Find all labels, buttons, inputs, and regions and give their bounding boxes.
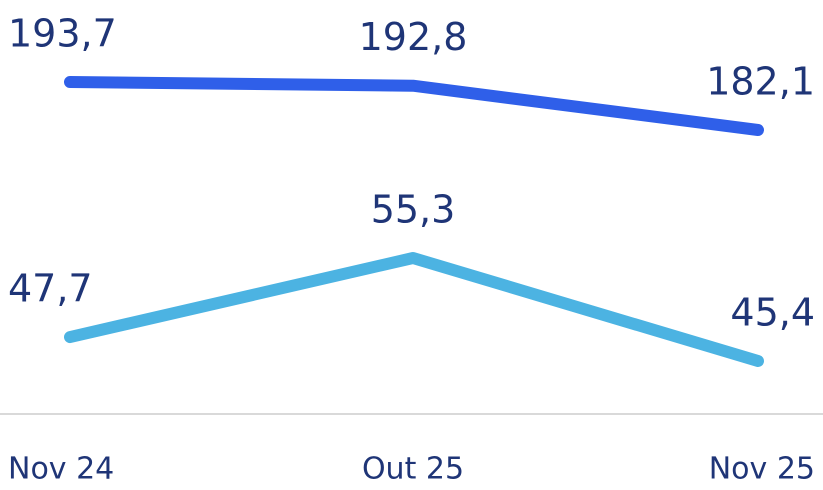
data-label: 45,4 <box>730 291 815 335</box>
x-tick-label: Nov 24 <box>8 452 114 487</box>
data-label: 55,3 <box>371 188 456 232</box>
line-series <box>64 252 764 367</box>
x-tick-label: Out 25 <box>362 452 464 487</box>
data-label: 182,1 <box>706 60 815 104</box>
data-label: 47,7 <box>8 267 93 311</box>
data-label: 193,7 <box>8 12 117 56</box>
x-tick-label: Nov 25 <box>709 452 815 487</box>
data-label: 192,8 <box>359 15 468 59</box>
line-series <box>64 76 764 136</box>
